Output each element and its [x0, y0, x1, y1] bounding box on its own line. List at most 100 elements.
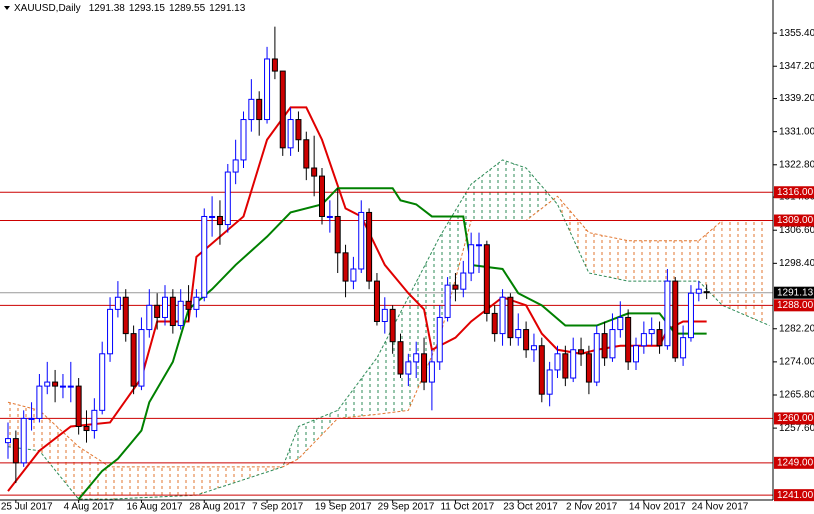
y-tick-label: 1257.60: [779, 423, 814, 434]
header-high: 1293.15: [129, 3, 166, 14]
candle-body: [570, 349, 577, 379]
candle-body: [648, 329, 655, 335]
candle-body: [5, 438, 11, 444]
candle-body: [428, 361, 435, 383]
level-label: 1241.00: [777, 490, 814, 501]
candle-body: [311, 167, 318, 177]
cloud-fill: [502, 159, 527, 221]
y-tick-label: 1355.40: [779, 28, 814, 39]
cloud-fill: [722, 220, 770, 326]
candle-body: [507, 296, 514, 339]
level-label-box: [774, 186, 814, 199]
candle-body: [499, 296, 506, 335]
candle-body: [185, 300, 192, 310]
candle-body: [523, 329, 530, 351]
candle-body: [460, 272, 467, 290]
chart-title: XAUUSD,Daily: [14, 3, 81, 14]
levels-layer: [0, 191, 773, 496]
candle-body: [130, 333, 137, 387]
price-labels-layer: 1316.00 1309.00 1288.00 1260.00 1249.00 1241.…: [774, 186, 814, 502]
candle-body: [656, 329, 663, 347]
candle-body: [687, 292, 694, 339]
candle-body: [554, 353, 561, 371]
x-tick-label: 2 Nov 2017: [566, 502, 618, 513]
candle-body: [224, 171, 231, 226]
candle-body: [366, 211, 373, 282]
candle-body: [146, 304, 153, 331]
x-tick-label: 28 Aug 2017: [189, 502, 246, 513]
candle-body: [20, 417, 27, 464]
candle-body: [287, 119, 294, 149]
y-tick-label: 1322.80: [779, 159, 814, 170]
cloud-fill: [628, 240, 699, 282]
candle-body: [28, 417, 35, 420]
candle-body: [483, 244, 490, 314]
cloud-fill: [698, 220, 723, 306]
candle-body: [154, 304, 161, 318]
candle-body: [248, 98, 255, 121]
candle-body: [601, 333, 608, 359]
candle-body: [625, 316, 632, 363]
y-tick-label: 1274.00: [779, 357, 814, 368]
candle-body: [578, 349, 585, 355]
candle-body: [232, 159, 239, 173]
candle-body: [421, 353, 428, 383]
candle-body: [546, 369, 553, 395]
candle-body: [271, 58, 278, 72]
candle-body: [193, 296, 200, 310]
cloud-fill: [526, 168, 558, 221]
candle-body: [381, 308, 388, 322]
indicator-line: [77, 187, 707, 500]
candle-body: [334, 215, 341, 254]
x-tick-label: 16 Aug 2017: [126, 502, 183, 513]
menu-triangle: [4, 6, 10, 10]
x-tick-label: 11 Oct 2017: [440, 502, 494, 513]
cloud-fill: [39, 410, 79, 500]
last-price-label: 1291.13: [777, 287, 814, 298]
candle-body: [397, 341, 404, 375]
candle-body: [640, 333, 647, 347]
level-label: 1309.00: [777, 215, 814, 226]
level-label-box: [774, 214, 814, 227]
level-label: 1249.00: [777, 457, 814, 468]
y-tick-label: 1282.20: [779, 323, 814, 334]
cloud-span-line: [7, 159, 770, 500]
candle-body: [83, 425, 90, 432]
level-label-box: [774, 489, 814, 502]
candle-body: [695, 288, 702, 294]
candle-body: [169, 296, 176, 327]
candle-body: [319, 175, 325, 217]
cloud-fill: [110, 466, 197, 500]
level-label-box: [774, 456, 814, 469]
candle-body: [138, 329, 145, 387]
candle-body: [99, 353, 106, 411]
y-tick-label: 1339.20: [779, 93, 814, 104]
candle-body: [585, 353, 592, 383]
cloud-fill: [337, 357, 377, 419]
candle-body: [59, 385, 66, 388]
x-tick-label: 23 Oct 2017: [503, 502, 558, 513]
candle-body: [162, 296, 168, 318]
cloud-fill: [471, 159, 503, 221]
candle-body: [515, 329, 522, 339]
candles-layer: [5, 26, 710, 484]
candle-body: [216, 215, 223, 226]
cloud-fill: [557, 196, 589, 274]
cloud-fill: [78, 446, 111, 500]
candle-body: [75, 385, 82, 427]
candle-body: [358, 211, 365, 270]
candle-body: [12, 438, 19, 464]
candle-body: [279, 70, 286, 149]
candle-body: [444, 284, 451, 318]
level-label: 1260.00: [777, 413, 814, 424]
candle-body: [476, 244, 482, 247]
candle-body: [177, 300, 184, 327]
candle-body: [67, 385, 74, 388]
candle-body: [373, 280, 380, 322]
x-tick-label: 7 Sep 2017: [252, 502, 304, 513]
y-tick-label: 1306.60: [779, 225, 814, 236]
cloud-fill: [298, 410, 338, 459]
candle-body: [44, 381, 51, 387]
candle-body: [122, 296, 129, 335]
